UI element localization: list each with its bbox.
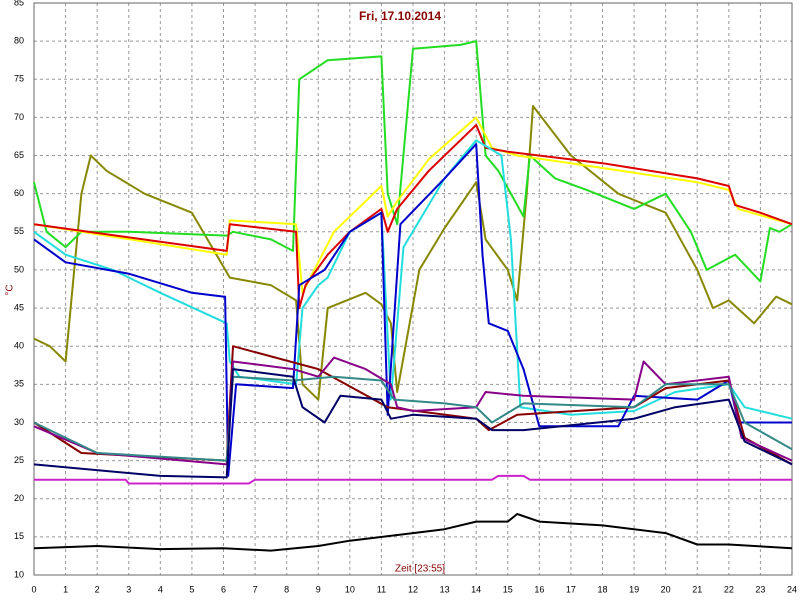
x-tick-label: 14 [471,584,481,594]
y-tick-label: 75 [14,74,24,84]
y-tick-label: 55 [14,226,24,236]
x-tick-label: 8 [284,584,289,594]
x-tick-label: 6 [221,584,226,594]
x-tick-label: 20 [661,584,671,594]
series-line [33,356,793,466]
x-tick-label: 23 [755,584,765,594]
series-line [33,368,793,479]
y-tick-label: 45 [14,302,24,312]
x-tick-label: 19 [629,584,639,594]
x-tick-label: 1 [63,584,68,594]
x-tick-label: 16 [534,584,544,594]
series-line [34,474,792,485]
x-axis-label: Zeit [23:55] [395,564,445,575]
x-tick-label: 7 [253,584,258,594]
y-tick-label: 35 [14,379,24,389]
x-tick-label: 4 [158,584,163,594]
chart-title: Fri, 17.10.2014 [359,9,441,23]
y-axis-label: °C [5,284,16,295]
x-tick-label: 9 [316,584,321,594]
x-tick-label: 17 [566,584,576,594]
x-tick-label: 13 [440,584,450,594]
x-tick-label: 12 [408,584,418,594]
x-tick-label: 3 [126,584,131,594]
y-tick-label: 10 [14,569,24,579]
series-line [33,124,793,310]
y-tick-label: 65 [14,150,24,160]
y-tick-label: 85 [14,0,24,7]
x-tick-label: 15 [503,584,513,594]
series-line [33,513,793,552]
series-line [33,139,793,420]
x-tick-label: 18 [597,584,607,594]
x-tick-label: 2 [95,584,100,594]
x-tick-label: 11 [377,584,386,594]
y-tick-label: 30 [14,417,24,427]
x-tick-label: 22 [724,584,734,594]
x-tick-label: 10 [345,584,355,594]
x-tick-label: 24 [787,584,797,594]
series-line [33,143,792,477]
y-tick-label: 80 [14,36,24,46]
x-tick-label: 0 [31,584,36,594]
y-tick-label: 60 [14,188,24,198]
y-tick-label: 25 [14,455,24,465]
y-tick-label: 40 [14,341,24,351]
series-line [33,116,793,294]
plot-frame [33,2,793,576]
y-tick-label: 15 [14,531,24,541]
x-tick-label: 5 [189,584,194,594]
y-tick-label: 70 [14,112,24,122]
series-line [33,105,793,401]
y-tick-label: 50 [14,264,24,274]
x-tick-label: 21 [692,584,702,594]
y-tick-label: 20 [14,493,24,503]
